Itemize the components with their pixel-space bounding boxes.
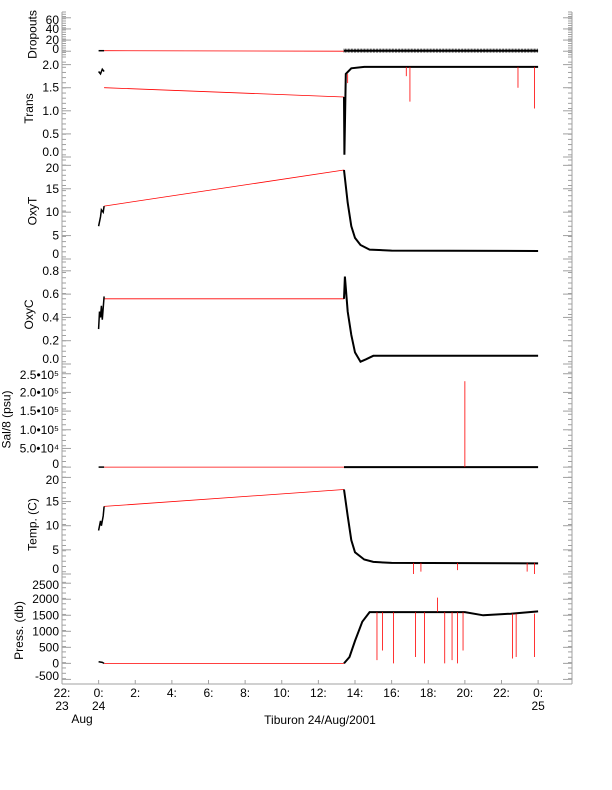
data-line bbox=[97, 296, 105, 330]
y-axis-label: Temp. (C) bbox=[25, 498, 39, 551]
x-tick-label: 8: bbox=[240, 686, 250, 700]
y-axis-label: Trans bbox=[22, 93, 36, 123]
x-tick-label: 25 bbox=[531, 699, 545, 713]
y-tick-label: 0 bbox=[52, 562, 59, 576]
y-tick-label: 10 bbox=[46, 205, 60, 219]
y-tick-label: 20 bbox=[46, 161, 60, 175]
y-tick-label: 5.0•10⁴ bbox=[20, 441, 59, 455]
y-tick-label: 20 bbox=[46, 473, 60, 487]
x-tick-label: 4: bbox=[167, 686, 177, 700]
x-tick-label: 24 bbox=[92, 699, 106, 713]
y-tick-label: 15 bbox=[46, 182, 60, 196]
x-tick-label: 20: bbox=[457, 686, 474, 700]
y-tick-label: 0 bbox=[52, 247, 59, 261]
data-line bbox=[98, 67, 105, 76]
gap-line bbox=[104, 50, 345, 52]
data-line bbox=[97, 205, 105, 227]
x-tick-label: 14: bbox=[347, 686, 364, 700]
y-tick-label: 10 bbox=[46, 519, 60, 533]
y-tick-label: 2.0 bbox=[42, 58, 59, 72]
x-tick-label: 0: bbox=[94, 686, 104, 700]
panel-oxyc: 0.0 0.2 0.4 0.6 0.8 OxyC bbox=[22, 261, 573, 368]
y-tick-label: 0.2 bbox=[42, 334, 59, 348]
gap-line bbox=[104, 87, 345, 98]
x-axis-title: Tiburon 24/Aug/2001 bbox=[264, 713, 376, 727]
y-tick-label: 2500 bbox=[32, 578, 59, 592]
data-line bbox=[343, 65, 539, 155]
x-tick-label: 16: bbox=[383, 686, 400, 700]
y-tick-label: 5 bbox=[52, 543, 59, 557]
y-tick-label: -500 bbox=[35, 669, 59, 683]
y-tick-label: 0.6 bbox=[42, 287, 59, 301]
y-axis-label: Dropouts bbox=[25, 10, 39, 59]
data-line bbox=[343, 489, 539, 565]
x-tick-label: 23 bbox=[55, 699, 69, 713]
x-tick-label: 6: bbox=[203, 686, 213, 700]
data-line bbox=[343, 169, 539, 252]
x-tick-label: Aug bbox=[71, 712, 92, 726]
y-axis-label: Sal/8 (psu) bbox=[0, 390, 14, 448]
y-tick-label: 0.0 bbox=[42, 145, 59, 159]
data-line bbox=[343, 610, 539, 665]
y-tick-label: 1.0•10⁵ bbox=[20, 423, 59, 437]
gap-line bbox=[104, 169, 345, 207]
y-axis-label: OxyT bbox=[25, 196, 39, 225]
y-tick-label: 0 bbox=[52, 42, 59, 56]
panel-trans: 0.0 0.5 1.0 1.5 2.0 Trans bbox=[22, 56, 573, 161]
panels: 0204060Dropouts0.00.51.01.52.0Trans05101… bbox=[0, 10, 573, 685]
y-tick-label: 5 bbox=[52, 229, 59, 243]
y-tick-label: 0 bbox=[52, 457, 59, 471]
panel-temp-c-: 0 5 10 15 20 Temp. (C) bbox=[25, 471, 573, 578]
y-tick-label: 1000 bbox=[32, 624, 59, 638]
x-tick-label: 2: bbox=[130, 686, 140, 700]
y-tick-label: 1.0 bbox=[42, 104, 59, 118]
y-tick-label: 500 bbox=[39, 640, 59, 654]
y-tick-label: 20 bbox=[46, 33, 60, 47]
x-tick-label: 22: bbox=[493, 686, 510, 700]
y-tick-label: 2000 bbox=[32, 592, 59, 606]
y-tick-label: 0.4 bbox=[42, 310, 59, 324]
y-tick-label: 0.8 bbox=[42, 264, 59, 278]
y-tick-label: 60 bbox=[46, 13, 60, 27]
gap-line bbox=[104, 489, 345, 507]
y-tick-label: 40 bbox=[46, 22, 60, 36]
y-tick-label: 0.0 bbox=[42, 352, 59, 366]
data-line bbox=[343, 276, 539, 363]
y-tick-label: 2.5•10⁵ bbox=[20, 368, 59, 382]
y-tick-label: 1.5•10⁵ bbox=[20, 404, 59, 418]
y-tick-label: 1500 bbox=[32, 608, 59, 622]
y-axis-label: OxyC bbox=[22, 299, 36, 329]
x-tick-label: 0: bbox=[533, 686, 543, 700]
x-tick-label: 22: bbox=[54, 686, 71, 700]
x-tick-label: 10: bbox=[273, 686, 290, 700]
x-tick-label: 18: bbox=[420, 686, 437, 700]
y-tick-label: 0 bbox=[52, 656, 59, 670]
panel-sal-psu-: 0 5.0•10⁴ 1.0•10⁵ 1.5•10⁵ 2.0•10⁵ 2.5•10⁵ Sal/… bbox=[0, 366, 573, 473]
y-tick-label: 1.5 bbox=[42, 81, 59, 95]
x-tick-label: 12: bbox=[310, 686, 327, 700]
y-tick-label: 2.0•10⁵ bbox=[20, 385, 59, 399]
y-tick-label: 15 bbox=[46, 495, 60, 509]
y-tick-label: 0.5 bbox=[42, 127, 59, 141]
panel-oxyt: 0 5 10 15 20 OxyT bbox=[25, 159, 573, 263]
y-axis-label: Press. (db) bbox=[12, 601, 26, 660]
data-line bbox=[98, 661, 105, 665]
data-line bbox=[97, 506, 105, 531]
